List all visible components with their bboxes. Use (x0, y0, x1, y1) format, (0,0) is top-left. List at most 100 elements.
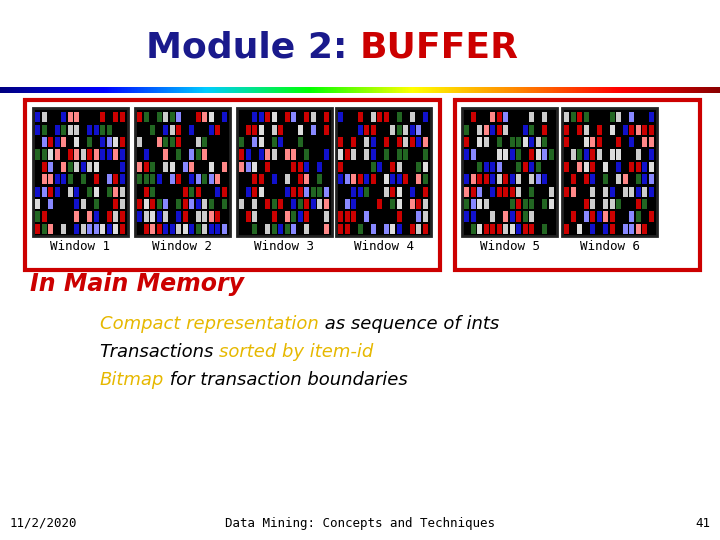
Bar (384, 112, 389, 123)
Bar (284, 174, 290, 184)
Bar (503, 87, 504, 93)
Bar (338, 150, 343, 160)
Bar (46, 87, 48, 93)
Bar (301, 87, 302, 93)
Bar (94, 162, 99, 172)
Bar (386, 87, 387, 93)
Bar (344, 150, 350, 160)
Bar (271, 125, 276, 135)
Bar (542, 137, 547, 147)
Bar (642, 199, 647, 209)
Bar (649, 150, 654, 160)
Bar (7, 87, 9, 93)
Bar (209, 162, 214, 172)
Bar (405, 87, 406, 93)
Bar (137, 87, 138, 93)
Bar (156, 87, 157, 93)
Bar (74, 187, 79, 197)
Bar (121, 87, 122, 93)
Bar (344, 199, 350, 209)
Bar (87, 137, 92, 147)
Bar (315, 87, 317, 93)
Bar (474, 87, 475, 93)
Bar (397, 224, 402, 234)
Bar (585, 87, 586, 93)
Bar (37, 87, 39, 93)
Bar (467, 87, 468, 93)
Bar (189, 187, 194, 197)
Bar (246, 212, 251, 221)
Bar (113, 137, 118, 147)
Bar (524, 87, 526, 93)
Bar (81, 150, 86, 160)
Bar (390, 162, 395, 172)
Bar (403, 137, 408, 147)
Bar (616, 162, 621, 172)
Bar (336, 108, 431, 236)
Bar (598, 87, 599, 93)
Bar (610, 187, 615, 197)
Bar (35, 212, 40, 221)
Bar (544, 87, 546, 93)
Bar (297, 212, 303, 221)
Bar (102, 87, 104, 93)
Bar (113, 199, 118, 209)
Bar (364, 174, 369, 184)
Bar (570, 150, 576, 160)
Bar (423, 187, 428, 197)
Bar (265, 162, 270, 172)
Bar (423, 87, 425, 93)
Bar (79, 87, 81, 93)
Text: 11/2/2020: 11/2/2020 (10, 517, 78, 530)
Bar (671, 87, 672, 93)
Bar (88, 87, 89, 93)
Bar (559, 87, 560, 93)
Bar (358, 112, 363, 123)
Bar (448, 87, 449, 93)
Bar (86, 87, 88, 93)
Bar (516, 224, 521, 234)
Bar (150, 162, 156, 172)
Bar (539, 87, 540, 93)
Bar (464, 212, 469, 221)
Bar (87, 187, 92, 197)
Bar (55, 87, 56, 93)
Bar (533, 87, 534, 93)
Bar (347, 87, 348, 93)
Bar (490, 87, 491, 93)
Bar (366, 87, 367, 93)
Bar (56, 87, 58, 93)
Bar (143, 150, 149, 160)
Bar (222, 224, 227, 234)
Bar (220, 87, 222, 93)
Bar (262, 87, 264, 93)
Bar (143, 199, 149, 209)
Bar (196, 212, 201, 221)
Bar (657, 87, 658, 93)
Bar (186, 87, 187, 93)
Bar (236, 87, 238, 93)
Bar (81, 174, 86, 184)
Bar (603, 187, 608, 197)
Bar (351, 150, 356, 160)
Bar (19, 87, 20, 93)
Bar (432, 87, 433, 93)
Bar (481, 87, 482, 93)
Bar (258, 87, 259, 93)
Bar (708, 87, 710, 93)
Bar (55, 150, 60, 160)
Bar (674, 87, 675, 93)
Bar (150, 224, 156, 234)
Bar (649, 137, 654, 147)
Bar (338, 224, 343, 234)
Bar (120, 187, 125, 197)
Bar (629, 162, 634, 172)
Bar (232, 87, 233, 93)
Bar (42, 187, 47, 197)
Bar (252, 199, 257, 209)
Bar (546, 87, 547, 93)
Bar (143, 224, 149, 234)
Bar (144, 87, 145, 93)
Bar (596, 125, 602, 135)
Bar (645, 87, 647, 93)
